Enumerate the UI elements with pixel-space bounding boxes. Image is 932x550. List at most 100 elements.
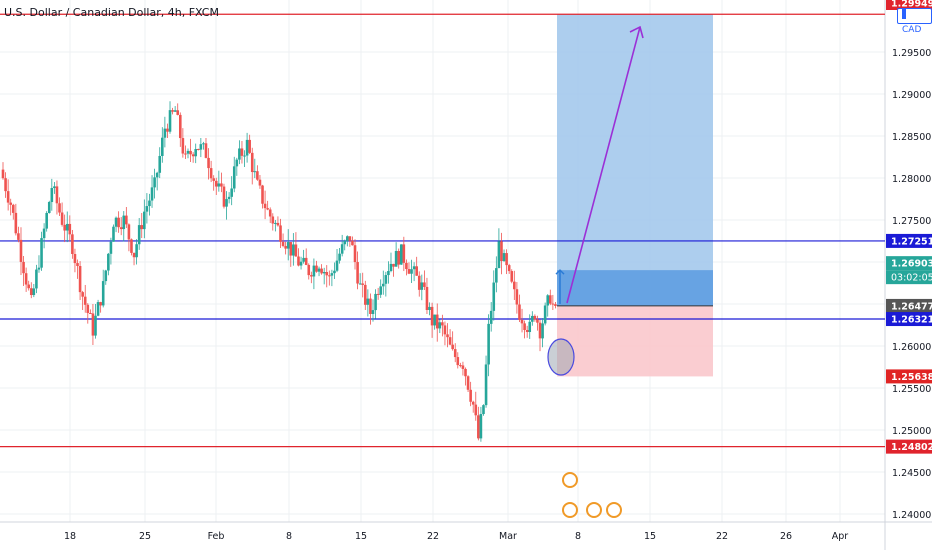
candle-body — [405, 262, 408, 270]
candle-body — [1, 169, 5, 179]
candle-body — [125, 215, 128, 225]
y-tick-label: 1.27500 — [892, 216, 931, 227]
candle-body — [446, 334, 449, 338]
candle-body — [453, 349, 457, 358]
candle-body — [268, 209, 272, 217]
x-tick-label: 8 — [286, 531, 292, 542]
candle-body — [548, 295, 552, 304]
candle-body — [194, 149, 198, 157]
event-icon-us-3[interactable] — [606, 502, 622, 518]
candle-body — [528, 321, 532, 333]
event-icon-us-1[interactable] — [562, 502, 578, 518]
candle-body — [45, 212, 48, 229]
profit-zone[interactable] — [557, 14, 713, 306]
candle-body — [304, 257, 308, 265]
candle-body — [263, 203, 267, 209]
candle-body — [507, 265, 511, 272]
candle-body — [495, 268, 498, 283]
candle-body — [117, 217, 120, 228]
price-label-bg-horizontal-line — [886, 439, 932, 454]
candle-body — [510, 271, 514, 282]
candle-body — [399, 244, 403, 265]
candle-body — [531, 315, 534, 322]
candle-body — [196, 149, 200, 151]
candle-body — [148, 200, 151, 207]
candle-body — [374, 293, 377, 311]
candle-body — [19, 239, 23, 262]
candle-body — [546, 295, 550, 306]
candle-body — [443, 325, 447, 335]
candle-body — [199, 144, 203, 150]
candle-body — [238, 148, 241, 160]
profit-zone-filled — [557, 270, 713, 306]
candle-body — [435, 314, 439, 329]
candle-body — [502, 253, 506, 262]
candle-body — [536, 319, 539, 323]
y-tick-label: 1.25000 — [892, 426, 931, 437]
candle-body — [492, 282, 496, 311]
candle-body — [232, 166, 236, 189]
candle-body — [307, 264, 311, 276]
candle-body — [343, 240, 347, 245]
candle-body — [207, 157, 210, 169]
candle-body — [104, 270, 108, 282]
candle-body — [256, 171, 259, 180]
candle-body — [417, 275, 421, 290]
candle-body — [384, 275, 388, 284]
candle-body — [543, 305, 547, 324]
candle-body — [371, 310, 375, 314]
candle-body — [281, 241, 285, 246]
price-label-bg-horizontal-line — [886, 233, 932, 248]
candle-body — [186, 150, 190, 154]
candle-body — [248, 139, 251, 153]
candle-body — [541, 323, 544, 339]
candle-body — [279, 225, 282, 242]
candle-body — [533, 315, 537, 320]
circle-marker[interactable] — [547, 338, 575, 376]
price-label-bg-entry — [886, 298, 932, 313]
candle-body — [471, 401, 475, 405]
candle-body — [513, 281, 516, 290]
currency-badge[interactable]: CAD — [897, 8, 932, 35]
candle-body — [6, 191, 10, 203]
candle-body — [245, 139, 249, 156]
loss-zone[interactable] — [557, 305, 713, 377]
candle-body — [523, 323, 526, 330]
candle-body — [261, 185, 264, 204]
candle-body — [204, 143, 208, 158]
event-icon-us-2[interactable] — [586, 502, 602, 518]
candle-body — [366, 298, 370, 305]
chart-title: U.S. Dollar / Canadian Dollar, 4h, FXCM — [4, 6, 219, 19]
candle-body — [112, 226, 115, 242]
candle-body — [489, 310, 493, 324]
candle-body — [425, 286, 429, 310]
candle-body — [50, 188, 54, 203]
candle-body — [448, 337, 452, 345]
x-tick-label: 22 — [427, 531, 439, 542]
projection-arrow[interactable] — [566, 26, 641, 304]
x-tick-label: 22 — [716, 531, 728, 542]
y-tick-label: 1.28500 — [892, 132, 931, 143]
candle-body — [312, 265, 316, 277]
candle-body — [32, 288, 36, 296]
candle-body — [122, 215, 126, 230]
candle-body — [402, 244, 406, 263]
candle-body — [27, 284, 30, 289]
candle-body — [202, 143, 205, 145]
candle-body — [271, 216, 275, 224]
candle-body — [73, 253, 77, 264]
candle-body — [63, 224, 66, 231]
candle-body — [420, 282, 424, 290]
candle-body — [184, 153, 187, 155]
currency-label: CAD — [902, 25, 922, 35]
candle-body — [299, 261, 303, 266]
candle-body — [482, 405, 485, 415]
price-label-horizontal-line: 1.29949 — [891, 0, 932, 10]
candle-body — [14, 212, 18, 234]
candle-body — [135, 244, 138, 258]
x-tick-label: 25 — [139, 531, 151, 542]
event-icon-ca[interactable] — [562, 472, 578, 488]
candle-body — [554, 304, 557, 306]
candle-body — [250, 152, 254, 173]
